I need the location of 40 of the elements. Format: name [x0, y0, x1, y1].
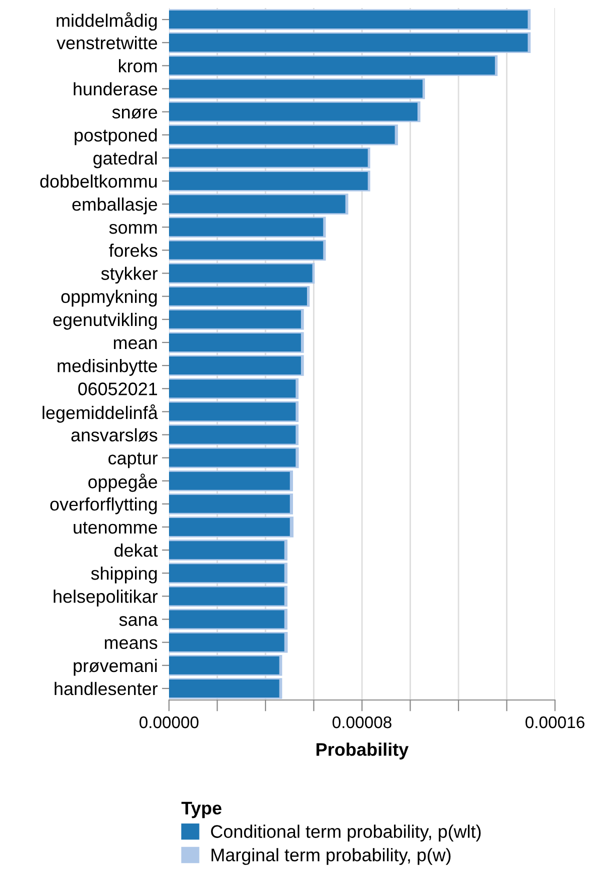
bar	[169, 633, 284, 652]
legend-label: Marginal term probability, p(w)	[212, 848, 451, 865]
y-tick-label: means	[104, 639, 158, 650]
y-tick-label: oppegåe	[88, 474, 158, 492]
x-tick-label: 0.00008	[332, 716, 392, 728]
x-axis-title: Probability	[316, 742, 409, 760]
y-tick-label: oppmykning	[61, 290, 157, 307]
bar	[169, 472, 290, 490]
x-tick-label: 0.00016	[526, 716, 584, 728]
y-tick-label: legemiddelinfå	[42, 404, 158, 423]
y-tick-label: 06052021	[78, 382, 158, 396]
y-tick-label: medisinbytte	[58, 358, 158, 376]
y-tick-label: shipping	[91, 566, 157, 584]
y-tick-label: helsepolitikar	[54, 590, 158, 606]
y-tick-label: prøvemani	[74, 658, 157, 676]
y-tick-label: foreks	[108, 244, 158, 257]
legend-title: Type	[181, 802, 222, 818]
y-tick-label: handlesenter	[54, 682, 158, 696]
y-tick-label: mean	[114, 339, 157, 350]
y-tick-label: snøre	[112, 108, 158, 119]
legend-label: Conditional term probability, p(wlt)	[211, 824, 481, 842]
y-tick-label: utenomme	[74, 522, 158, 534]
y-tick-label: sana	[119, 616, 158, 626]
y-tick-label: overforflytting	[50, 497, 157, 514]
y-tick-label: stykker	[101, 266, 158, 284]
y-tick-label: dekat	[114, 544, 158, 557]
x-tick-label: 0.00000	[140, 716, 198, 728]
y-tick-label: somm	[109, 224, 157, 234]
y-tick-label: middelmådig	[56, 12, 157, 31]
y-tick-label: hunderase	[74, 82, 158, 96]
y-tick-label: dobbeltkommu	[40, 174, 157, 188]
bar	[169, 518, 290, 536]
y-tick-label: krom	[118, 59, 157, 72]
y-tick-label: postponed	[74, 128, 157, 146]
y-tick-label: gatedral	[93, 151, 157, 168]
y-tick-label: captur	[108, 452, 158, 468]
y-tick-label: ansvarsløs	[71, 428, 158, 442]
y-tick-label: emballasje	[72, 198, 158, 214]
y-tick-label: egenutvikling	[53, 312, 157, 330]
y-tick-label: venstretwitte	[56, 36, 158, 50]
